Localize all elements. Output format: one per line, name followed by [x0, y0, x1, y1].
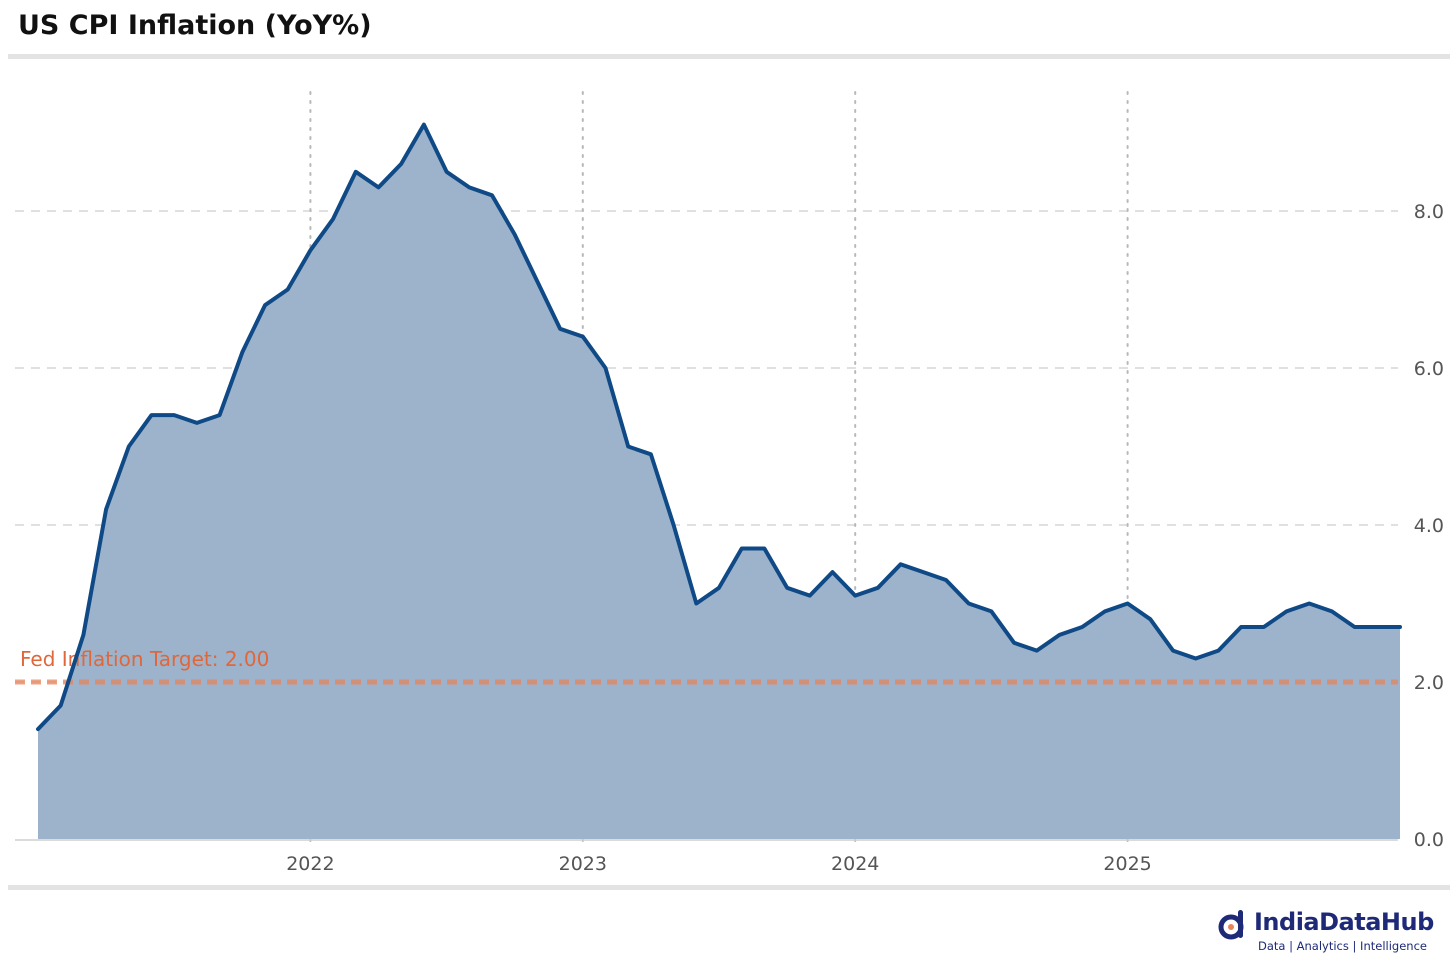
footer-divider [8, 885, 1450, 890]
x-tick-label-2024: 2024 [831, 853, 879, 875]
x-tick-label-2022: 2022 [286, 853, 334, 875]
y-axis-tick-labels: 0.0 2.0 4.0 6.0 8.0 [1414, 201, 1444, 851]
x-tick-label-2023: 2023 [559, 853, 607, 875]
fed-target-label: Fed Inflation Target: 2.00 [20, 647, 269, 671]
header-divider [8, 54, 1450, 59]
y-tick-label-2.0: 2.0 [1414, 672, 1444, 694]
y-tick-label-4.0: 4.0 [1414, 515, 1444, 537]
y-tick-label-0.0: 0.0 [1414, 829, 1444, 851]
indiadatahub-logo: IndiaDataHub Data | Analytics | Intellig… [1218, 906, 1448, 956]
x-axis-tick-labels: 2022 2023 2024 2025 [286, 853, 1152, 875]
y-tick-label-8.0: 8.0 [1414, 201, 1444, 223]
logo-tagline: Data | Analytics | Intelligence [1258, 939, 1427, 953]
y-tick-label-6.0: 6.0 [1414, 358, 1444, 380]
x-tick-label-2025: 2025 [1103, 853, 1151, 875]
logo-wordmark: IndiaDataHub [1254, 908, 1434, 936]
chart-title: US CPI Inflation (YoY%) [18, 10, 372, 41]
logo-mark-icon [1218, 910, 1244, 940]
cpi-series-line [36, 122, 1402, 732]
cpi-area-fill [38, 124, 1400, 840]
